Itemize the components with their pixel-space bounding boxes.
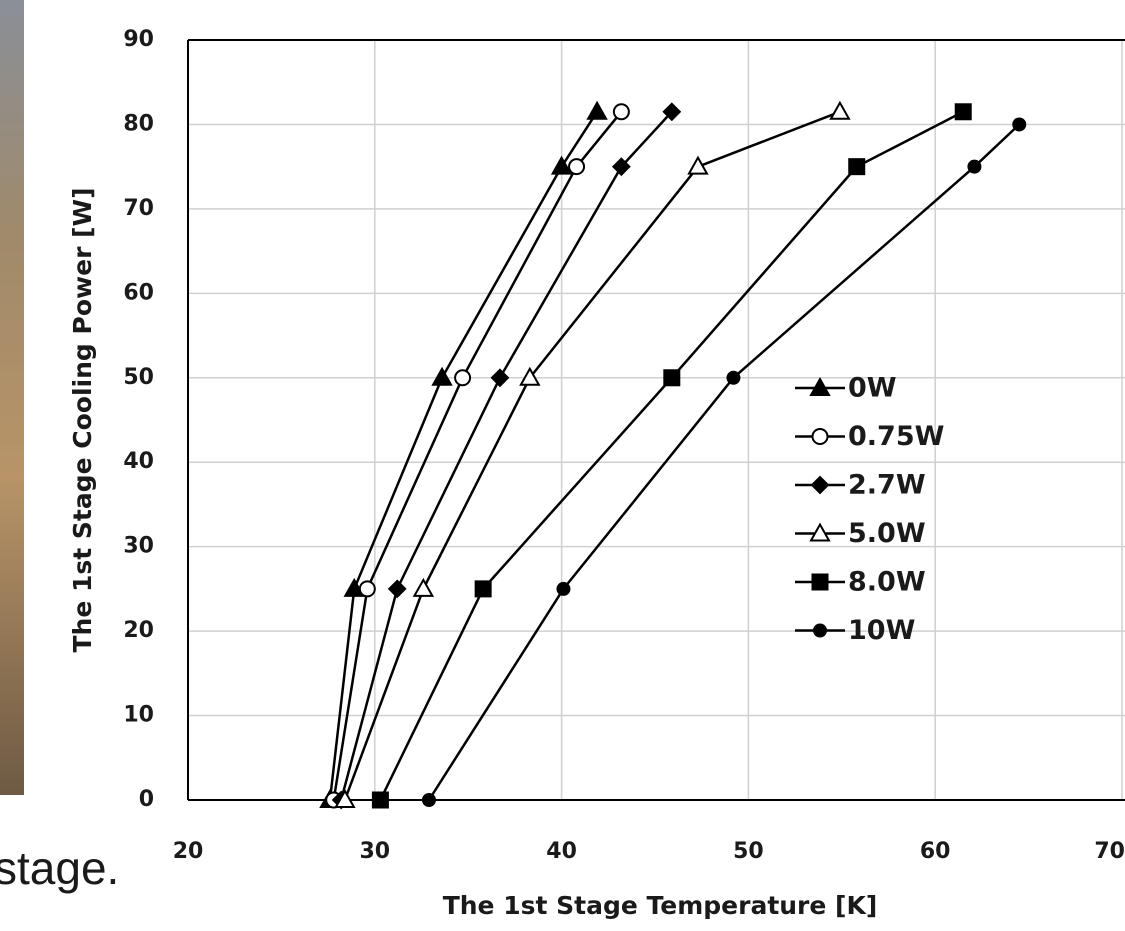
data-point bbox=[663, 369, 681, 387]
data-point bbox=[612, 103, 630, 121]
photo-strip bbox=[0, 0, 24, 795]
legend-label: 8.0W bbox=[848, 567, 926, 598]
x-tick-label: 60 bbox=[920, 839, 951, 864]
data-point bbox=[519, 366, 541, 386]
y-tick-label: 0 bbox=[139, 787, 154, 812]
legend-marker bbox=[813, 623, 827, 638]
legend-marker bbox=[810, 475, 830, 495]
data-point bbox=[550, 155, 573, 175]
data-point bbox=[358, 580, 376, 598]
x-axis-title: The 1st Stage Temperature [K] bbox=[443, 891, 878, 920]
y-tick-label: 60 bbox=[123, 280, 154, 305]
data-point bbox=[474, 580, 492, 598]
x-tick-label: 30 bbox=[359, 839, 390, 864]
data-point bbox=[1012, 117, 1027, 132]
data-point bbox=[662, 102, 682, 122]
series-line bbox=[332, 110, 623, 801]
y-tick-label: 50 bbox=[123, 365, 154, 390]
data-point bbox=[611, 157, 631, 177]
y-tick-label: 10 bbox=[123, 703, 154, 728]
legend-marker bbox=[811, 428, 829, 445]
data-point bbox=[829, 100, 851, 120]
x-tick-label: 70 bbox=[1094, 839, 1125, 864]
legend-label: 5.0W bbox=[848, 518, 926, 549]
data-point bbox=[726, 370, 741, 385]
y-tick-label: 80 bbox=[123, 111, 154, 136]
data-point bbox=[412, 577, 435, 597]
data-point bbox=[431, 366, 453, 386]
y-tick-label: 40 bbox=[123, 449, 154, 474]
legend-label: 10W bbox=[848, 615, 915, 646]
data-point bbox=[556, 581, 571, 596]
data-point bbox=[954, 103, 972, 121]
y-axis-title: The 1st Stage Cooling Power [W] bbox=[68, 187, 97, 652]
data-point bbox=[490, 368, 510, 388]
data-point bbox=[568, 158, 586, 176]
data-point bbox=[334, 788, 356, 808]
y-tick-label: 70 bbox=[123, 196, 154, 221]
series-line bbox=[339, 110, 673, 801]
series-line bbox=[328, 111, 599, 801]
data-point bbox=[387, 579, 407, 599]
legend-label: 0W bbox=[848, 373, 897, 404]
data-point bbox=[371, 791, 389, 809]
data-point bbox=[586, 100, 608, 120]
y-tick-label: 90 bbox=[123, 27, 154, 52]
data-point bbox=[421, 793, 436, 807]
legend-marker bbox=[809, 376, 831, 396]
x-tick-label: 50 bbox=[733, 839, 764, 864]
data-point bbox=[343, 577, 365, 597]
x-tick-label: 40 bbox=[546, 839, 577, 864]
data-point bbox=[687, 155, 709, 175]
y-tick-label: 30 bbox=[123, 534, 154, 559]
data-point bbox=[967, 159, 982, 174]
y-tick-label: 20 bbox=[123, 618, 154, 643]
data-point bbox=[848, 158, 866, 176]
caption: stage. bbox=[0, 842, 119, 894]
legend-marker bbox=[811, 573, 829, 591]
legend-marker bbox=[809, 522, 831, 542]
data-point bbox=[454, 369, 472, 387]
legend-label: 2.7W bbox=[848, 470, 926, 501]
legend-label: 0.75W bbox=[848, 421, 944, 452]
x-tick-label: 20 bbox=[173, 839, 204, 864]
